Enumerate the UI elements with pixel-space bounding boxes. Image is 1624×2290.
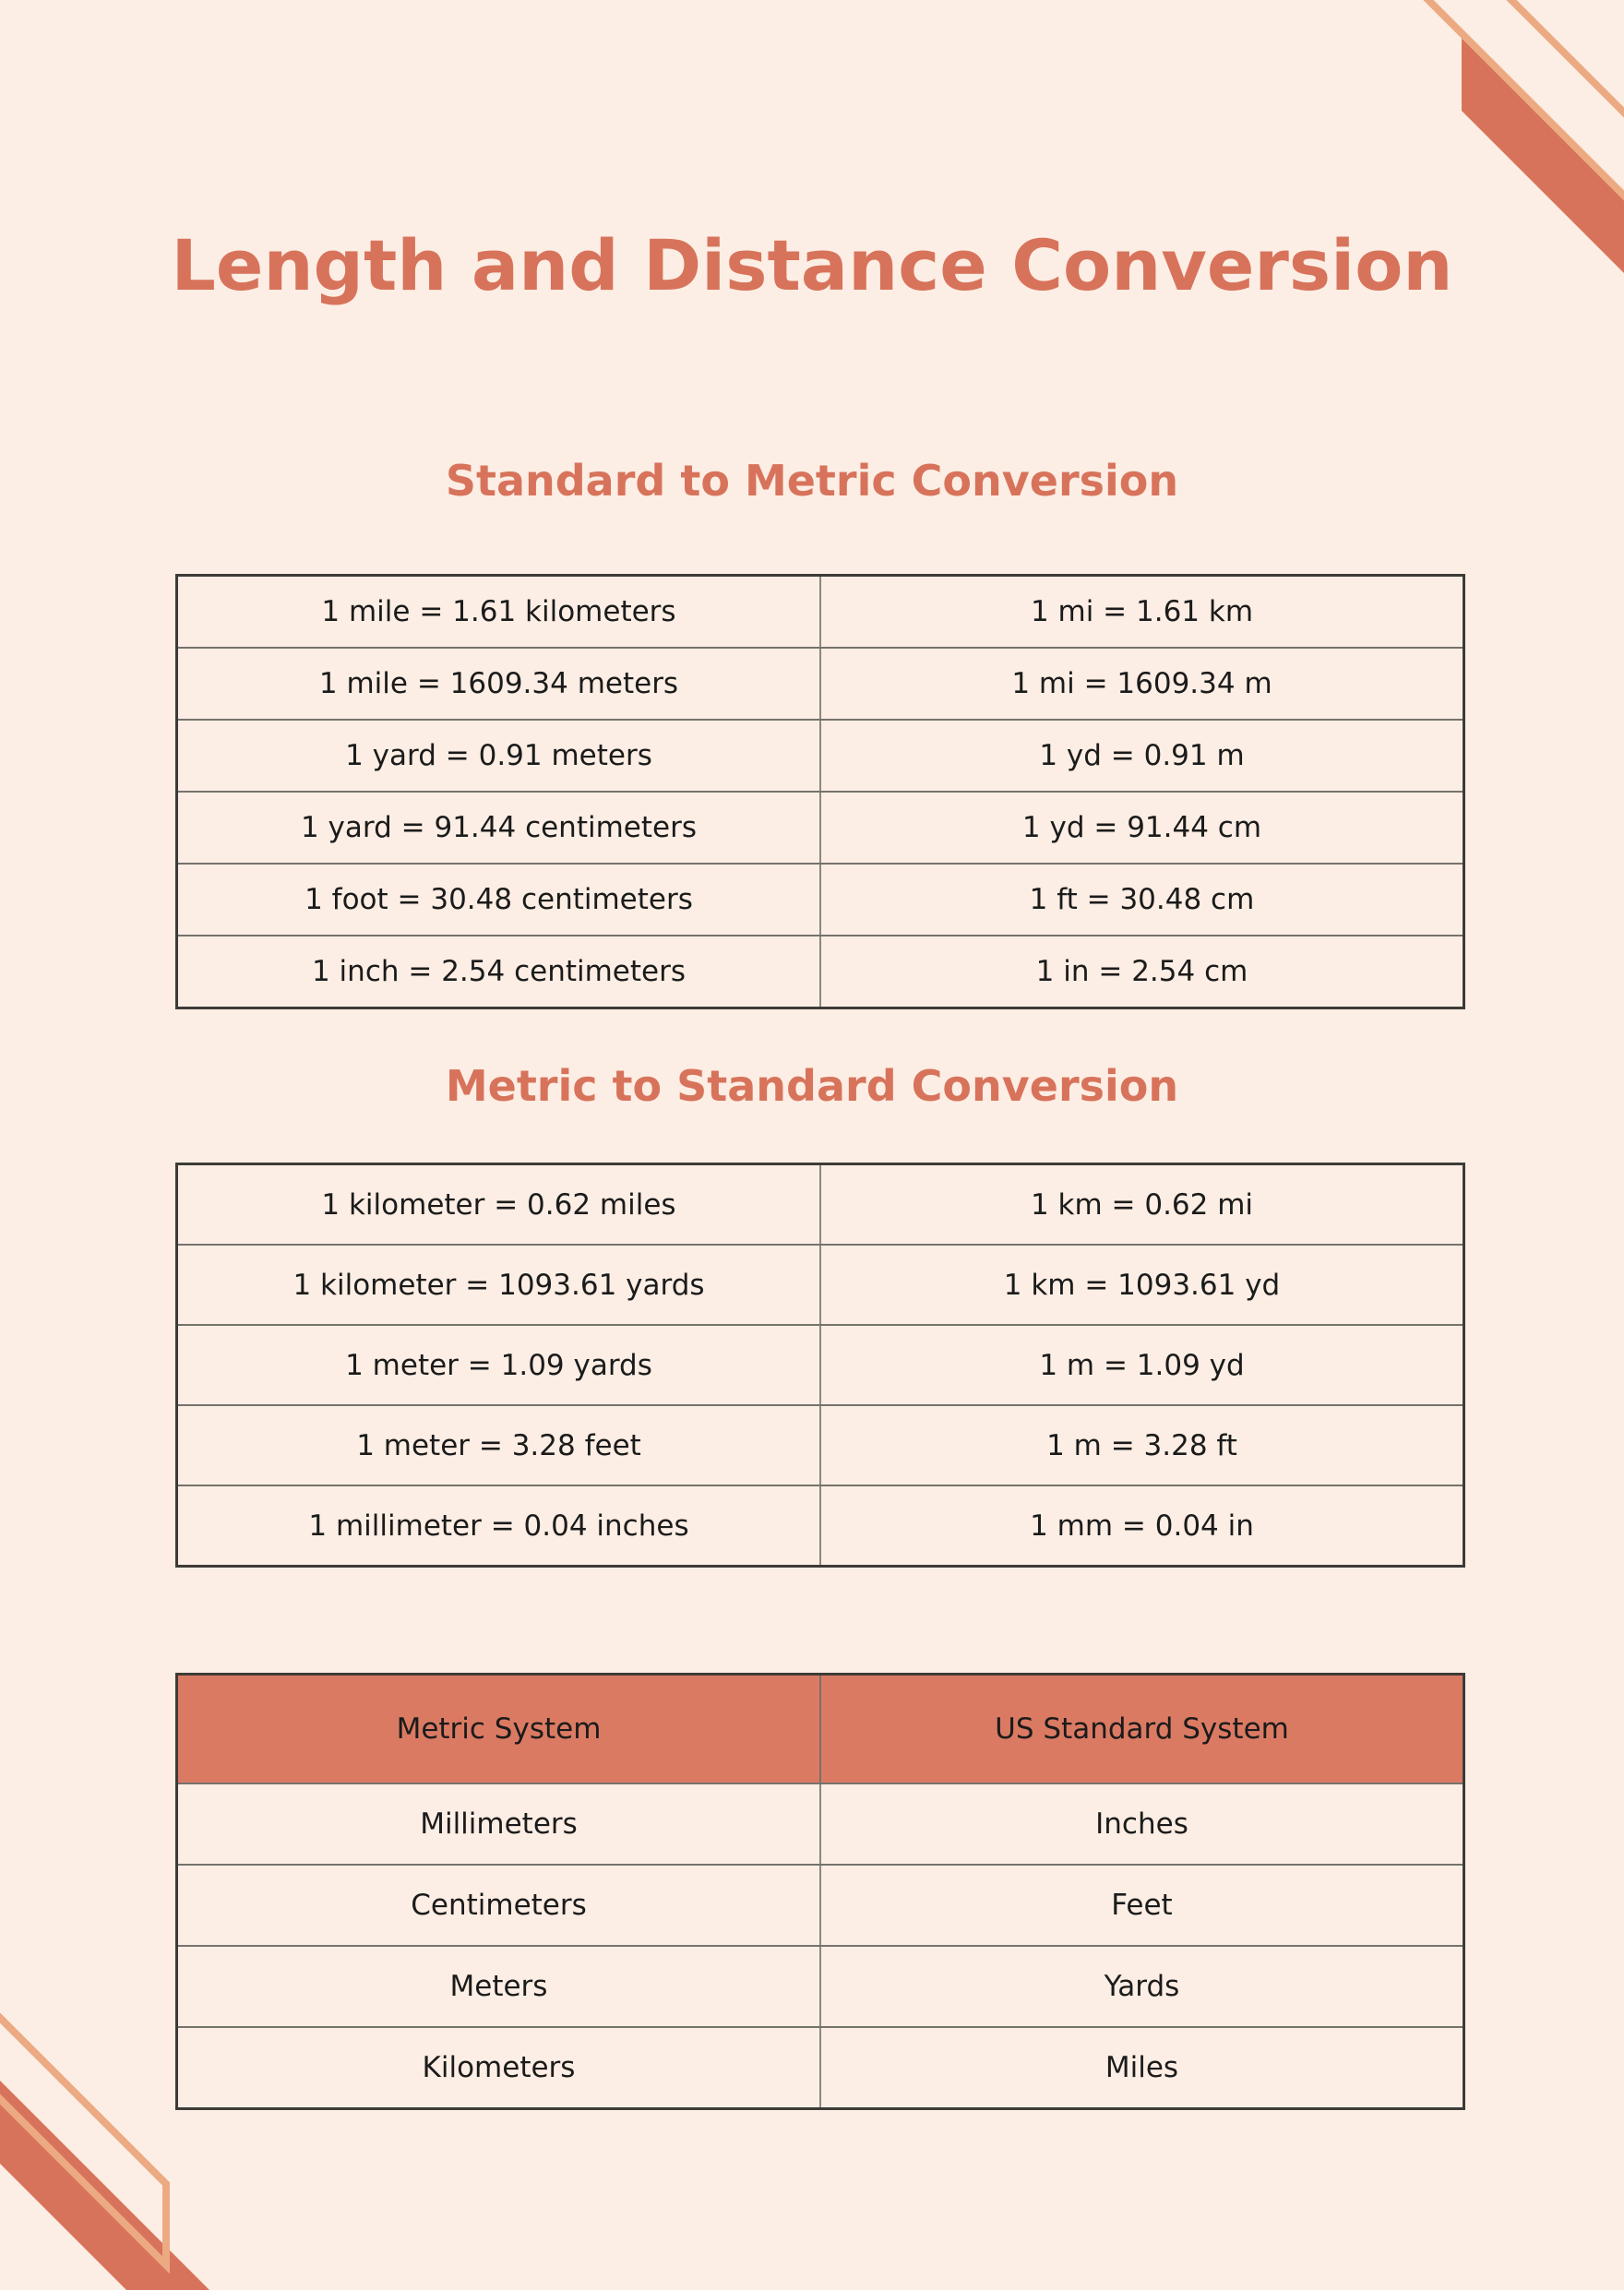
conversion-cell: 1 mile = 1609.34 meters bbox=[175, 647, 821, 721]
table-row: Meters Yards bbox=[175, 1945, 1465, 2028]
conversion-cell: 1 mi = 1.61 km bbox=[819, 574, 1465, 649]
corner-stripes-decoration-top-right bbox=[1423, 0, 1624, 273]
system-cell: Inches bbox=[819, 1783, 1465, 1866]
section-heading-metric-to-standard: Metric to Standard Conversion bbox=[445, 1061, 1179, 1111]
conversion-cell: 1 inch = 2.54 centimeters bbox=[175, 935, 821, 1009]
system-cell: Feet bbox=[819, 1864, 1465, 1947]
conversion-cell: 1 m = 1.09 yd bbox=[819, 1324, 1465, 1406]
conversion-cell: 1 mile = 1.61 kilometers bbox=[175, 574, 821, 649]
metric-to-standard-table: 1 kilometer = 0.62 miles 1 km = 0.62 mi … bbox=[175, 1163, 1465, 1568]
conversion-cell: 1 kilometer = 1093.61 yards bbox=[175, 1244, 821, 1326]
table-row: Kilometers Miles bbox=[175, 2026, 1465, 2110]
conversion-cell: 1 yd = 0.91 m bbox=[819, 719, 1465, 793]
table-row: 1 inch = 2.54 centimeters 1 in = 2.54 cm bbox=[175, 935, 1465, 1009]
conversion-cell: 1 kilometer = 0.62 miles bbox=[175, 1163, 821, 1246]
table-row: 1 foot = 30.48 centimeters 1 ft = 30.48 … bbox=[175, 863, 1465, 936]
conversion-cell: 1 km = 1093.61 yd bbox=[819, 1244, 1465, 1326]
section-heading-standard-to-metric: Standard to Metric Conversion bbox=[445, 456, 1179, 506]
conversion-cell: 1 in = 2.54 cm bbox=[819, 935, 1465, 1009]
table-row: 1 kilometer = 0.62 miles 1 km = 0.62 mi bbox=[175, 1163, 1465, 1246]
table-row: 1 yard = 0.91 meters 1 yd = 0.91 m bbox=[175, 719, 1465, 793]
corner-stripes-decoration-bottom-left bbox=[0, 2012, 209, 2290]
system-cell: Millimeters bbox=[175, 1783, 821, 1866]
table-header-row: Metric System US Standard System bbox=[175, 1673, 1465, 1784]
table-row: 1 mile = 1609.34 meters 1 mi = 1609.34 m bbox=[175, 647, 1465, 721]
system-cell: Kilometers bbox=[175, 2026, 821, 2110]
conversion-cell: 1 millimeter = 0.04 inches bbox=[175, 1485, 821, 1568]
table-row: 1 mile = 1.61 kilometers 1 mi = 1.61 km bbox=[175, 574, 1465, 649]
conversion-cell: 1 mi = 1609.34 m bbox=[819, 647, 1465, 721]
table-row: 1 kilometer = 1093.61 yards 1 km = 1093.… bbox=[175, 1244, 1465, 1326]
conversion-cell: 1 km = 0.62 mi bbox=[819, 1163, 1465, 1246]
table-row: 1 meter = 1.09 yards 1 m = 1.09 yd bbox=[175, 1324, 1465, 1406]
page-title: Length and Distance Conversion bbox=[171, 224, 1453, 306]
system-cell: Yards bbox=[819, 1945, 1465, 2028]
table-row: Centimeters Feet bbox=[175, 1864, 1465, 1947]
system-cell: Centimeters bbox=[175, 1864, 821, 1947]
table-row: 1 yard = 91.44 centimeters 1 yd = 91.44 … bbox=[175, 791, 1465, 865]
table-row: Millimeters Inches bbox=[175, 1783, 1465, 1866]
standard-to-metric-table: 1 mile = 1.61 kilometers 1 mi = 1.61 km … bbox=[175, 574, 1465, 1009]
conversion-cell: 1 m = 3.28 ft bbox=[819, 1404, 1465, 1486]
table-row: 1 meter = 3.28 feet 1 m = 3.28 ft bbox=[175, 1404, 1465, 1486]
conversion-cell: 1 meter = 3.28 feet bbox=[175, 1404, 821, 1486]
table-row: 1 millimeter = 0.04 inches 1 mm = 0.04 i… bbox=[175, 1485, 1465, 1568]
conversion-cell: 1 meter = 1.09 yards bbox=[175, 1324, 821, 1406]
system-cell: Miles bbox=[819, 2026, 1465, 2110]
system-comparison-table: Metric System US Standard System Millime… bbox=[175, 1673, 1465, 2110]
conversion-cell: 1 mm = 0.04 in bbox=[819, 1485, 1465, 1568]
us-standard-system-header: US Standard System bbox=[819, 1673, 1465, 1784]
conversion-cell: 1 ft = 30.48 cm bbox=[819, 863, 1465, 936]
metric-system-header: Metric System bbox=[175, 1673, 821, 1784]
conversion-cell: 1 yd = 91.44 cm bbox=[819, 791, 1465, 865]
system-cell: Meters bbox=[175, 1945, 821, 2028]
conversion-cell: 1 yard = 91.44 centimeters bbox=[175, 791, 821, 865]
conversion-cell: 1 yard = 0.91 meters bbox=[175, 719, 821, 793]
conversion-cell: 1 foot = 30.48 centimeters bbox=[175, 863, 821, 936]
